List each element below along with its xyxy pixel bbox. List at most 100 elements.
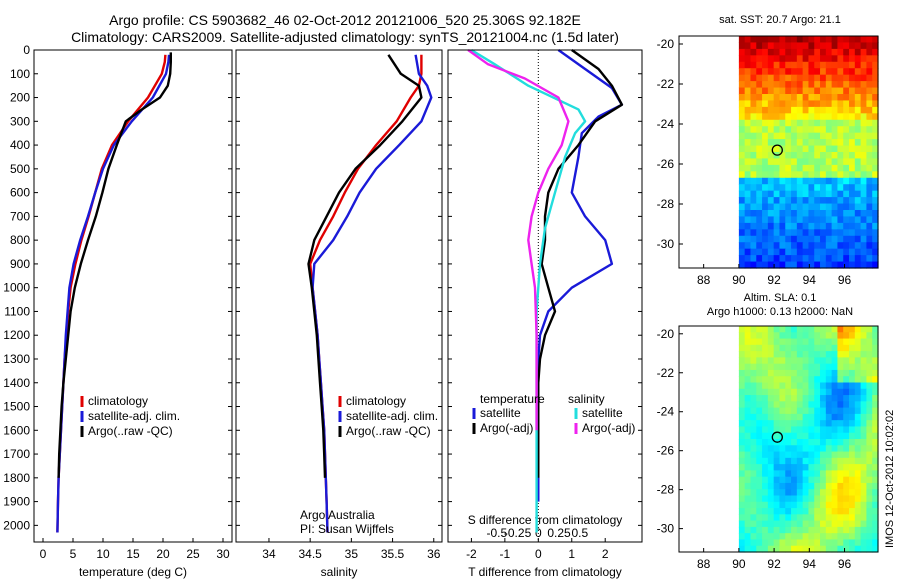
sst_map-cell xyxy=(854,171,862,179)
sla_map-cell xyxy=(814,326,821,333)
depth-tick-label: 1700 xyxy=(3,447,30,461)
sst_map-cell xyxy=(872,152,879,160)
sst_map-cell xyxy=(802,197,810,205)
sla_map-cell xyxy=(756,401,763,409)
sla_map-cell xyxy=(779,520,786,528)
sla_map-cell xyxy=(785,476,792,484)
sla_map-cell xyxy=(820,363,827,371)
sla_map-cell xyxy=(773,395,781,402)
sst_map-cell xyxy=(791,36,798,44)
sst_map-cell xyxy=(738,87,746,95)
sla_map-cell xyxy=(750,369,757,377)
sla_map-cell xyxy=(756,407,763,415)
sst_map-cell xyxy=(860,94,868,102)
sla_map-cell xyxy=(808,382,815,390)
sla_map-cell xyxy=(866,526,873,534)
sst_map-cell xyxy=(779,68,786,76)
sla_map-cell xyxy=(825,451,833,459)
sst_map-cell xyxy=(756,145,763,153)
sla_map-cell xyxy=(872,382,879,390)
sst_map-cell xyxy=(831,164,839,172)
sst_map-cell xyxy=(854,55,862,63)
sla_map-cell xyxy=(762,520,769,528)
sla_map-cell xyxy=(820,451,827,459)
sst_map-cell xyxy=(854,261,862,269)
depth-tick-label: 0 xyxy=(23,43,30,57)
sla_map-cell xyxy=(744,539,752,547)
sst_map-cell xyxy=(785,106,792,114)
sla_map-cell xyxy=(767,338,775,346)
sst_map-cell xyxy=(872,113,879,121)
sla_map-cell xyxy=(773,514,781,522)
sst_map-cell xyxy=(837,171,844,179)
sla_map-cell xyxy=(756,388,763,396)
sla_map-cell xyxy=(860,344,868,352)
sla_map-cell xyxy=(866,363,873,371)
sst_map-cell xyxy=(854,74,862,82)
sst_map-cell xyxy=(762,100,769,108)
sla_map-cell xyxy=(773,520,781,528)
sst_map-cell xyxy=(808,74,815,82)
sst_map-cell xyxy=(802,171,810,179)
sla_map-cell xyxy=(785,470,792,478)
sla_map-cell xyxy=(825,501,833,509)
sst_map-cell xyxy=(773,184,781,192)
sla_map-cell xyxy=(831,395,839,402)
sst_map-cell xyxy=(866,255,873,263)
sla_map-cell xyxy=(860,395,868,402)
sst_map-cell xyxy=(796,74,804,82)
sst_map-cell xyxy=(820,113,827,121)
sst_map-cell xyxy=(820,210,827,218)
sla_map-cell xyxy=(762,451,769,459)
sst_map-cell xyxy=(796,248,804,256)
sla_map-cell xyxy=(860,338,868,346)
sst_map-cell xyxy=(756,100,763,108)
sst_map-cell xyxy=(866,158,873,166)
sst_map-cell xyxy=(750,48,757,56)
sla_map-cell xyxy=(767,376,775,384)
sla_map-cell xyxy=(849,501,856,509)
sla_map-cell xyxy=(767,420,775,428)
sla_map-cell xyxy=(814,407,821,415)
sla_map-cell xyxy=(843,401,850,409)
sla_map-cell xyxy=(791,363,798,371)
sla_map-cell xyxy=(756,344,763,352)
sst_map-cell xyxy=(866,152,873,160)
sst_map-cell xyxy=(843,177,850,185)
sla_map-cell xyxy=(738,413,746,421)
sla_map-cell xyxy=(744,426,752,434)
sla_map-cell xyxy=(796,338,804,346)
sst_map-cell xyxy=(843,242,850,250)
sst_map-cell xyxy=(756,87,763,95)
sla_map-cell xyxy=(791,376,798,384)
sla_map-cell xyxy=(872,520,879,528)
sla_map-cell xyxy=(837,439,844,446)
sla_map-cell xyxy=(796,351,804,358)
sst_map-y-tick-label: -22 xyxy=(657,77,675,91)
sst_map-cell xyxy=(773,106,781,114)
sla_map-cell xyxy=(796,470,804,478)
sla_map-cell xyxy=(820,338,827,346)
sla_map-cell xyxy=(872,344,879,352)
sst_map-cell xyxy=(767,248,775,256)
sst_map-cell xyxy=(831,81,839,89)
sla_map-cell xyxy=(762,413,769,421)
sst_map-x-tick-label: 92 xyxy=(767,273,781,287)
sst_map-cell xyxy=(854,222,862,230)
sla_map-cell xyxy=(831,445,839,453)
sla_map-cell xyxy=(796,332,804,340)
sla_map-cell xyxy=(860,533,868,541)
sla_map-cell xyxy=(843,407,850,415)
sst_map-cell xyxy=(738,184,746,192)
sst_map-cell xyxy=(837,81,844,89)
sla_map-cell xyxy=(785,351,792,358)
sla_map-cell xyxy=(825,470,833,478)
sla_map-cell xyxy=(750,326,757,333)
sst_map-cell xyxy=(837,139,844,147)
sla_map-cell xyxy=(814,520,821,528)
sla_map-cell xyxy=(860,476,868,484)
sla_map-cell xyxy=(843,545,850,553)
sst_map-cell xyxy=(814,55,821,63)
sla_map-cell xyxy=(738,464,746,471)
sst_map-cell xyxy=(860,87,868,95)
